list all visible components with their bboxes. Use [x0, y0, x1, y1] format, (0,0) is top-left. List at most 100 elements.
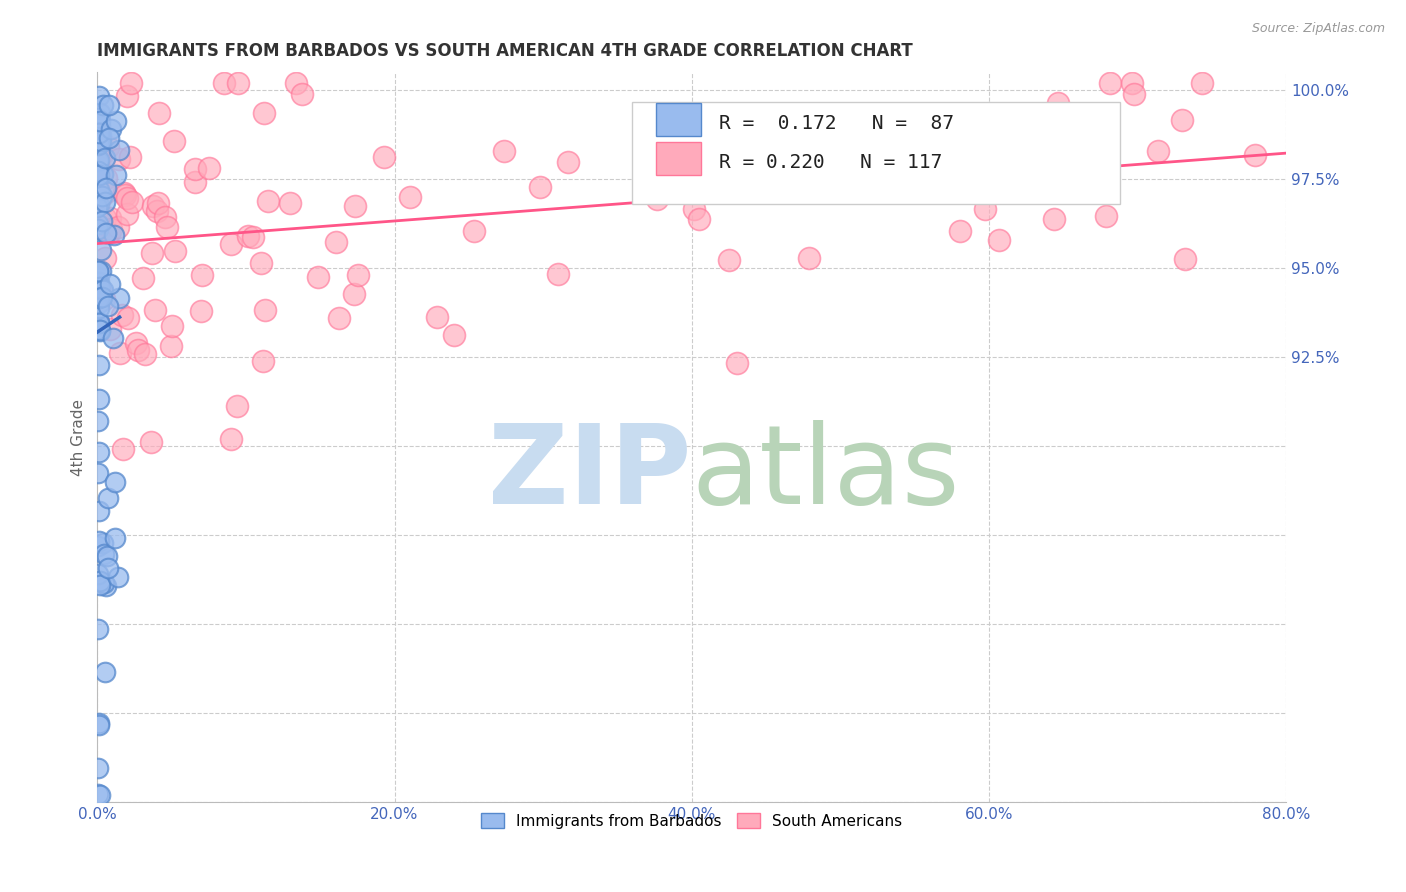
Point — [91, 290, 114, 304]
Point — [89, 578, 111, 592]
Point — [94, 181, 117, 195]
Point — [89, 197, 111, 211]
Point — [104, 532, 127, 546]
Point — [90, 128, 112, 142]
Point — [132, 271, 155, 285]
Point — [221, 433, 243, 447]
Point — [91, 97, 114, 112]
Point — [89, 504, 111, 518]
Point — [87, 318, 110, 333]
Point — [679, 153, 702, 168]
Point — [853, 153, 876, 168]
Point — [974, 202, 997, 216]
Point — [949, 225, 972, 239]
Point — [93, 547, 115, 561]
Point — [87, 292, 110, 306]
Point — [97, 140, 120, 154]
Point — [1121, 76, 1143, 90]
Point — [425, 310, 447, 324]
Point — [104, 475, 127, 490]
Point — [87, 263, 110, 277]
Point — [557, 154, 579, 169]
Point — [373, 150, 395, 164]
Point — [107, 291, 129, 305]
Point — [94, 226, 117, 240]
Point — [86, 112, 108, 126]
Point — [90, 214, 112, 228]
Point — [93, 575, 115, 590]
Point — [101, 331, 124, 345]
Point — [184, 175, 207, 189]
Point — [657, 148, 679, 162]
Point — [257, 194, 280, 208]
Point — [87, 761, 110, 775]
Point — [86, 622, 108, 636]
Point — [494, 145, 516, 159]
Point — [90, 244, 112, 258]
Point — [347, 268, 370, 283]
Point — [100, 221, 122, 235]
Legend: Immigrants from Barbados, South Americans: Immigrants from Barbados, South American… — [475, 806, 908, 835]
Point — [97, 300, 120, 314]
Point — [87, 183, 110, 197]
Point — [1056, 183, 1078, 197]
Point — [107, 220, 129, 235]
Y-axis label: 4th Grade: 4th Grade — [72, 399, 86, 475]
Text: R =  0.172   N =  87: R = 0.172 N = 87 — [718, 114, 955, 133]
Point — [89, 114, 111, 128]
Text: R = 0.220   N = 117: R = 0.220 N = 117 — [718, 153, 942, 171]
Point — [98, 277, 121, 291]
FancyBboxPatch shape — [657, 103, 702, 136]
Point — [87, 413, 110, 427]
Point — [87, 567, 110, 582]
Point — [184, 161, 207, 176]
Point — [226, 76, 249, 90]
Point — [89, 324, 111, 338]
Point — [682, 202, 704, 216]
Point — [98, 226, 121, 240]
Point — [90, 147, 112, 161]
Point — [443, 328, 465, 343]
Point — [688, 211, 710, 226]
Point — [249, 256, 271, 270]
Point — [115, 207, 138, 221]
Point — [146, 204, 169, 219]
Point — [90, 217, 112, 231]
Point — [254, 302, 277, 317]
Point — [219, 237, 242, 252]
Point — [163, 244, 186, 259]
Point — [90, 134, 112, 148]
Point — [547, 267, 569, 281]
Point — [87, 316, 110, 330]
Point — [97, 491, 120, 506]
Point — [94, 151, 117, 165]
Point — [87, 126, 110, 140]
Point — [94, 665, 117, 679]
Point — [90, 263, 112, 277]
Point — [87, 392, 110, 407]
Point — [700, 106, 723, 120]
Point — [252, 354, 274, 368]
Point — [89, 789, 111, 803]
Point — [307, 270, 329, 285]
Point — [89, 133, 111, 147]
Text: IMMIGRANTS FROM BARBADOS VS SOUTH AMERICAN 4TH GRADE CORRELATION CHART: IMMIGRANTS FROM BARBADOS VS SOUTH AMERIC… — [97, 42, 912, 60]
Point — [87, 275, 110, 289]
Point — [87, 137, 110, 152]
Point — [190, 303, 212, 318]
Point — [97, 131, 120, 145]
Point — [156, 220, 179, 235]
Point — [343, 286, 366, 301]
Point — [142, 199, 165, 213]
Point — [160, 318, 183, 333]
Point — [93, 211, 115, 225]
Point — [117, 310, 139, 325]
Point — [146, 195, 169, 210]
Point — [717, 252, 740, 267]
Point — [89, 119, 111, 133]
Point — [103, 227, 125, 242]
Point — [89, 718, 111, 732]
Point — [1244, 148, 1267, 162]
Point — [799, 251, 821, 265]
Point — [87, 153, 110, 168]
